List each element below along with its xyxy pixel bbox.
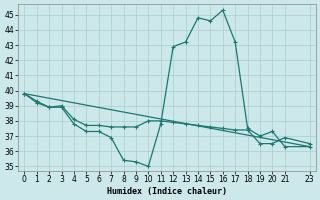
X-axis label: Humidex (Indice chaleur): Humidex (Indice chaleur) bbox=[107, 187, 227, 196]
